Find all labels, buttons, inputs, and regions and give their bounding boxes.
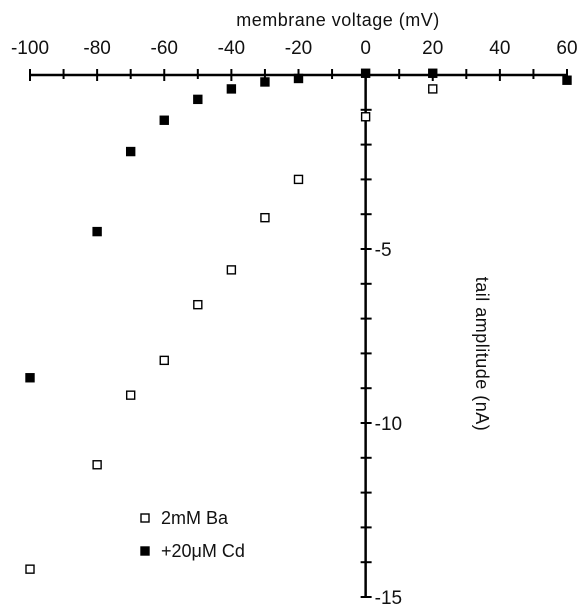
ba-data-point xyxy=(260,212,270,223)
x-tick-label: 40 xyxy=(489,38,510,59)
cd-data-point xyxy=(226,84,237,94)
cd-data-point xyxy=(293,73,304,84)
cd-data-point xyxy=(360,68,371,78)
x-tick-label: -40 xyxy=(218,38,245,59)
x-tick-label: 20 xyxy=(422,38,443,59)
ba-data-point xyxy=(92,460,102,470)
ba-data-point xyxy=(125,390,136,400)
ba-data-point xyxy=(193,299,203,310)
y-axis: -5 -10 -15 xyxy=(360,75,402,608)
legend: 2mM Ba +20μM Cd xyxy=(140,508,245,561)
ba-data-point xyxy=(428,84,438,94)
x-tick-label: 0 xyxy=(360,38,371,59)
legend-ba-marker xyxy=(140,513,150,523)
ba-data-point xyxy=(360,112,371,122)
ba-data-point xyxy=(159,355,169,366)
x-axis: -100 -80 -60 -40 -20 0 20 40 60 xyxy=(11,38,578,81)
data-points xyxy=(25,68,572,574)
x-tick-label: -100 xyxy=(11,38,49,59)
cd-data-point xyxy=(125,146,136,157)
cd-data-point xyxy=(25,373,35,383)
x-tick-label: 60 xyxy=(556,38,577,59)
y-tick-label: -15 xyxy=(375,588,402,608)
ba-data-point xyxy=(25,564,35,574)
cd-data-point xyxy=(159,115,169,125)
x-tick-label: -60 xyxy=(151,38,178,59)
x-axis-title: membrane voltage (mV) xyxy=(236,10,440,30)
legend-cd-marker xyxy=(140,546,150,556)
cd-data-point xyxy=(193,94,203,105)
x-tick-label: -80 xyxy=(83,38,110,59)
legend-label: 2mM Ba xyxy=(161,508,229,528)
y-tick-label: -5 xyxy=(375,240,392,261)
x-tick-label: -20 xyxy=(285,38,312,59)
legend-label: +20μM Cd xyxy=(161,541,245,561)
y-tick-label: -10 xyxy=(375,414,402,435)
cd-data-point xyxy=(92,226,102,237)
ba-data-point xyxy=(226,265,237,275)
ba-data-point xyxy=(293,174,304,185)
y-axis-title: tail amplitude (nA) xyxy=(472,277,492,432)
cd-data-point xyxy=(428,68,438,78)
cd-data-point xyxy=(260,77,270,87)
cd-data-point xyxy=(562,75,572,85)
